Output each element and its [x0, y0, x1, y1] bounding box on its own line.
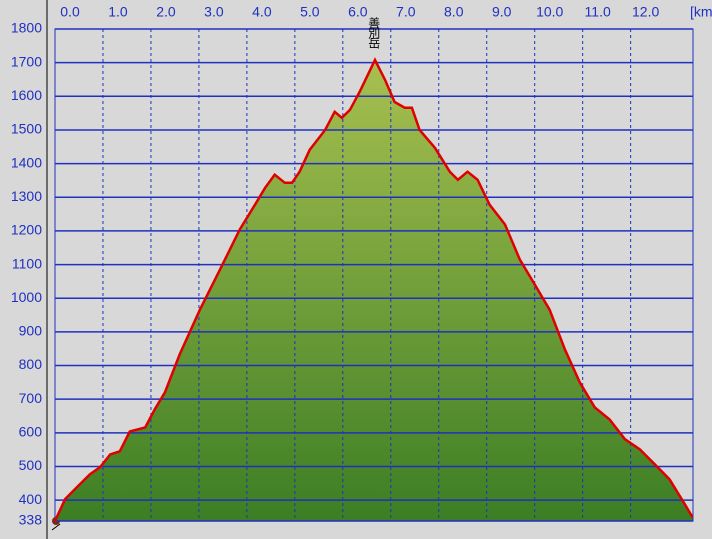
x-tick-label: 0.0 — [60, 4, 80, 20]
y-tick-label: 1300 — [11, 188, 42, 204]
annotation: 善別岳 — [367, 16, 381, 49]
x-tick-label: 4.0 — [252, 4, 272, 20]
y-tick-label: 700 — [19, 390, 43, 406]
x-tick-label: 1.0 — [108, 4, 128, 20]
y-tick-label: 1700 — [11, 53, 42, 69]
y-tick-label: 900 — [19, 323, 43, 339]
y-tick-label: 1100 — [12, 255, 42, 271]
y-tick-label: 1400 — [11, 154, 42, 170]
y-tick-label: 400 — [19, 491, 43, 507]
y-tick-label: 1200 — [11, 222, 42, 238]
x-axis-label: [km] — [690, 4, 712, 20]
x-tick-label: 2.0 — [156, 4, 176, 20]
x-tick-label: 11.0 — [585, 4, 611, 20]
area — [55, 60, 693, 521]
y-tick-label: 1800 — [11, 20, 42, 36]
y-tick-label: 1600 — [11, 87, 42, 103]
x-tick-label: 9.0 — [492, 4, 512, 20]
y-tick-label: 600 — [19, 424, 43, 440]
x-tick-label: 7.0 — [396, 4, 416, 20]
y-tick-label: 800 — [19, 356, 43, 372]
x-tick-label: 12.0 — [632, 4, 659, 20]
y-tick-label: 1000 — [11, 289, 42, 305]
x-tick-label: 3.0 — [204, 4, 224, 20]
x-tick-label: 10.0 — [536, 4, 563, 20]
line — [53, 57, 694, 522]
x-tick-label: 6.0 — [348, 4, 368, 20]
y-tick-label: 338 — [19, 512, 43, 528]
y-tick-label: 500 — [19, 457, 43, 473]
x-tick-label: 8.0 — [444, 4, 464, 20]
y-tick-label: 1500 — [11, 121, 42, 137]
x-tick-label: 5.0 — [300, 4, 320, 20]
